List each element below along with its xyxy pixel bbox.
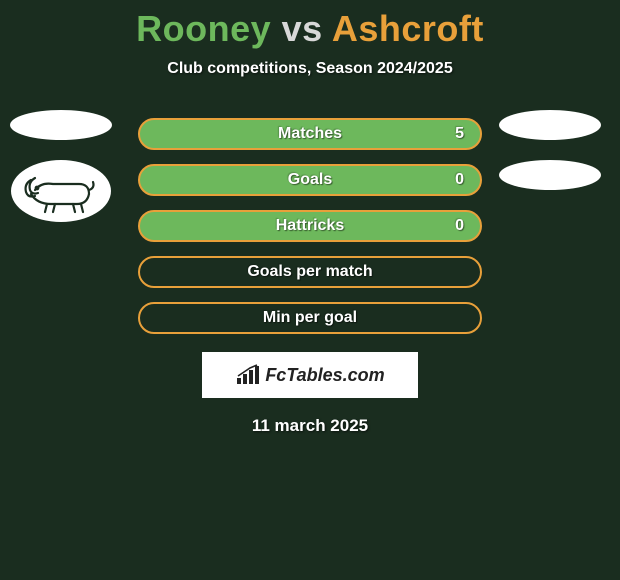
stat-label: Hattricks xyxy=(276,217,344,235)
player2-badge-placeholder-1 xyxy=(499,110,601,140)
stat-value-right: 0 xyxy=(455,171,464,189)
derby-ram-badge xyxy=(11,160,111,222)
title-player2: Ashcroft xyxy=(332,8,484,49)
stat-bar-hattricks: Hattricks 0 xyxy=(138,210,482,242)
stat-label: Goals per match xyxy=(247,263,372,281)
right-badge-column xyxy=(497,110,602,190)
bars-icon xyxy=(235,364,261,386)
stat-bar-matches: Matches 5 xyxy=(138,118,482,150)
left-badge-column xyxy=(8,110,113,222)
stat-label: Matches xyxy=(278,125,342,143)
page-title: Rooney vs Ashcroft xyxy=(0,0,620,50)
stat-bar-goals: Goals 0 xyxy=(138,164,482,196)
ram-icon xyxy=(11,160,111,222)
title-player1: Rooney xyxy=(136,8,271,49)
title-vs: vs xyxy=(282,8,323,49)
stat-bar-goals-per-match: Goals per match xyxy=(138,256,482,288)
stat-label: Goals xyxy=(288,171,332,189)
content-area: Matches 5 Goals 0 Hattricks 0 Goals per match M… xyxy=(0,118,620,436)
player2-badge-placeholder-2 xyxy=(499,160,601,190)
comparison-card: Rooney vs Ashcroft Club competitions, Se… xyxy=(0,0,620,580)
fctables-logo: FcTables.com xyxy=(202,352,418,398)
snapshot-date: 11 march 2025 xyxy=(0,416,620,436)
stat-value-right: 0 xyxy=(455,217,464,235)
subtitle: Club competitions, Season 2024/2025 xyxy=(0,60,620,78)
stat-label: Min per goal xyxy=(263,309,357,327)
stat-bars: Matches 5 Goals 0 Hattricks 0 Goals per match M… xyxy=(138,118,482,334)
stat-bar-min-per-goal: Min per goal xyxy=(138,302,482,334)
player1-badge-placeholder xyxy=(10,110,112,140)
logo-text: FcTables.com xyxy=(265,365,384,386)
stat-value-right: 5 xyxy=(455,125,464,143)
